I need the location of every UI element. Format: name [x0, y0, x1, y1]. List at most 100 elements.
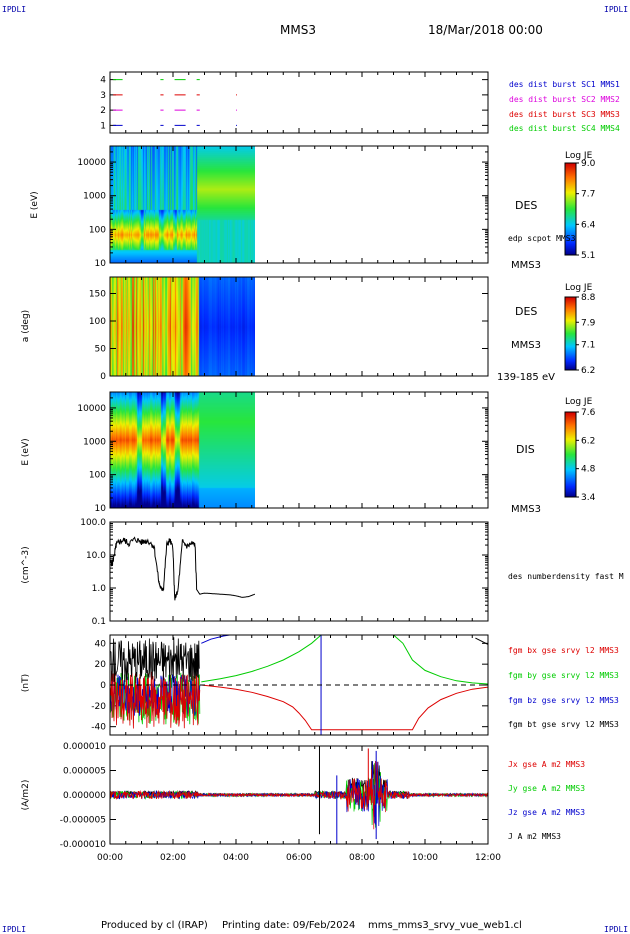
bfield-tick-label: 20: [95, 660, 107, 670]
time-tick-label: 02:00: [160, 853, 186, 863]
des-energy-label: DES: [515, 199, 537, 212]
des-pitch-colorbar-title: Log JE: [565, 283, 593, 293]
current-trace: [110, 761, 488, 797]
des-energy-colorbar-frame: [564, 162, 577, 256]
des-pitch-energy-range: 139-185 eV: [497, 372, 555, 383]
dis-energy-colorbar-tick-label: 7.6: [581, 408, 596, 418]
bfield-ylabel: (nT): [21, 674, 31, 692]
dis-energy-label: DIS: [516, 443, 535, 456]
bfield-traces: [110, 635, 488, 735]
dis-energy-colorbar-tick-label: 4.8: [581, 465, 596, 475]
des-energy-colorbar-tick-label: 9.0: [581, 159, 596, 169]
time-tick-label: 10:00: [412, 853, 438, 863]
scpot-overlay-label: edp scpot MMS3: [508, 234, 576, 243]
dis-energy-tick-label: 1000: [83, 437, 106, 447]
des-energy-tick-label: 10: [95, 259, 107, 269]
dis-energy-tick-label: 10: [95, 504, 107, 514]
des-pitch-label: DES: [515, 305, 537, 318]
bfield-tick-label: 0: [100, 681, 106, 691]
des-pitch-colorbar-tick-label: 8.8: [581, 293, 596, 303]
bfield-series-line: [201, 635, 230, 644]
legend-jy: Jy gse A m2 MMS3: [508, 784, 585, 793]
footer-credit: Produced by cl (IRAP): [101, 920, 208, 931]
des-energy-spectrogram: [110, 146, 255, 263]
burst-tick-label: 1: [100, 121, 106, 131]
dis-energy-colorbar: [565, 412, 576, 497]
des-energy-ylabel: E (eV): [30, 191, 40, 218]
density-tick-label: 10.0: [86, 551, 106, 561]
bfield-series-line: [201, 635, 488, 685]
dis-energy-tick-label: 100: [89, 471, 106, 481]
density-ylabel: (cm^-3): [21, 546, 31, 583]
legend-bx: fgm bx gse srvy l2 MMS3: [508, 646, 619, 655]
time-tick-label: 08:00: [349, 853, 375, 863]
burst-tick-label: 4: [100, 76, 106, 86]
burst-tick-label: 3: [100, 91, 106, 101]
des-pitch-ylabel: a (deg): [21, 310, 31, 342]
des-energy-sc-label: MMS3: [511, 260, 541, 271]
dis-energy-colorbar-frame: [564, 411, 577, 498]
time-tick-label: 04:00: [223, 853, 249, 863]
density-tick-label: 1.0: [92, 584, 107, 594]
des-energy-colorbar-tick-label: 5.1: [581, 251, 595, 261]
des-energy-tick-label: 100: [89, 225, 106, 235]
des-pitch-tick-label: 50: [95, 345, 107, 355]
legend-jz: Jz gse A m2 MMS3: [508, 808, 585, 817]
des-energy-colorbar-tick-label: 7.7: [581, 190, 595, 200]
legend-burst-mms4: des dist burst SC4 MMS4: [509, 124, 620, 133]
footer-product: mms_mms3_srvy_vue_web1.cl: [368, 920, 522, 931]
current-tick-label: -0.000010: [60, 840, 106, 850]
current-trace: [110, 760, 488, 830]
time-tick-label: 12:00: [475, 853, 501, 863]
legend-bt: fgm bt gse srvy l2 MMS3: [508, 720, 619, 729]
density-tick-label: 0.1: [92, 617, 106, 627]
spectrogram-layer: [110, 146, 576, 508]
bfield-series-line: [475, 637, 488, 645]
time-tick-label: 00:00: [97, 853, 123, 863]
corner-label-bottom-right: IPDLI: [604, 925, 628, 934]
des-pitch-spectrogram: [110, 277, 255, 376]
des-pitch-colorbar-frame: [564, 296, 577, 371]
dis-energy-tick-label: 10000: [77, 404, 106, 414]
des-pitch-tick-label: 150: [89, 290, 106, 300]
current-tick-label: -0.000005: [60, 816, 106, 826]
mission-title: MMS3: [280, 23, 316, 37]
dis-energy-colorbar-tick-label: 6.2: [581, 436, 595, 446]
current-tick-label: 0.000000: [63, 791, 106, 801]
density-line: [109, 536, 256, 601]
des-pitch-colorbar-tick-label: 7.1: [581, 341, 595, 351]
des-pitch-colorbar: [565, 297, 576, 370]
dis-energy-sc-label: MMS3: [511, 504, 541, 515]
corner-label-top-left: IPDLI: [2, 5, 26, 14]
des-pitch-tick-label: 100: [89, 317, 106, 327]
des-energy-colorbar: [565, 163, 576, 255]
dis-energy-colorbar-title: Log JE: [565, 397, 593, 407]
bfield-tick-label: 40: [95, 639, 107, 649]
legend-jx: Jx gse A m2 MMS3: [508, 760, 585, 769]
current-traces: [110, 746, 488, 844]
burst-tick-label: 2: [100, 106, 106, 116]
marks-layer: 1 2 3 4 10 100 1000 10000 5.1 6.4 7.7 9.0 0 50 100 150 6…: [60, 71, 596, 863]
bfield-series-line: [201, 684, 488, 731]
des-pitch-sc-label: MMS3: [511, 340, 541, 351]
des-energy-colorbar-tick-label: 6.4: [581, 220, 596, 230]
bfield-noisy-trace: [110, 670, 201, 729]
density-frame: [109, 521, 489, 622]
bfield-tick-label: -40: [91, 723, 106, 733]
current-ylabel: (A/m2): [21, 780, 31, 811]
des-pitch-colorbar-tick-label: 6.2: [581, 366, 595, 376]
burst-panel-frame: [109, 71, 489, 134]
current-tick-label: 0.000005: [63, 767, 106, 777]
dis-energy-spectrogram: [110, 392, 255, 508]
bfield-tick-label: -20: [91, 702, 106, 712]
density-series-label: des numberdensity fast M: [508, 572, 624, 581]
legend-by: fgm by gse srvy l2 MMS3: [508, 671, 619, 680]
current-tick-label: 0.000010: [63, 742, 106, 752]
legend-burst-mms1: des dist burst SC1 MMS1: [509, 80, 620, 89]
corner-label-bottom-left: IPDLI: [2, 925, 26, 934]
time-tick-label: 06:00: [286, 853, 312, 863]
legend-j: J A m2 MMS3: [508, 832, 561, 841]
des-energy-tick-label: 10000: [77, 158, 106, 168]
legend-burst-mms3: des dist burst SC3 MMS3: [509, 110, 620, 119]
